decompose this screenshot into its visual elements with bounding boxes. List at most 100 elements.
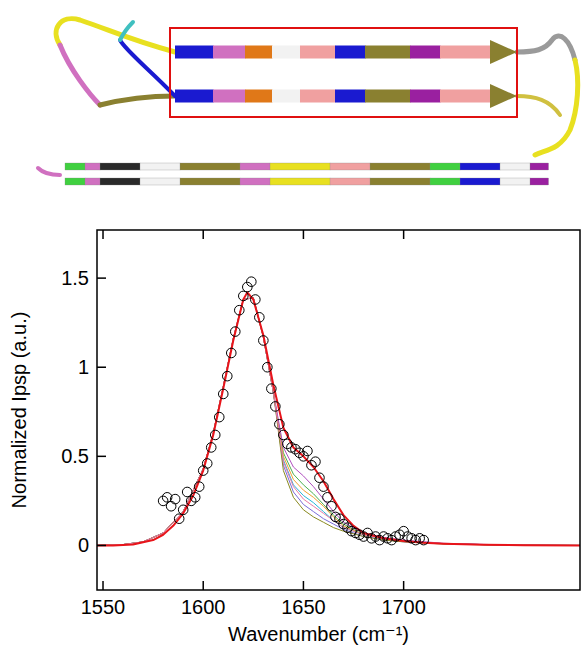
lower-strand-segment xyxy=(460,163,501,170)
lower-strand-segment xyxy=(460,178,501,185)
y-tick xyxy=(97,456,106,458)
x-tick xyxy=(403,230,405,239)
data-point xyxy=(166,501,176,511)
lower-strand-segment xyxy=(430,163,461,170)
y-axis-title: Normalized Ipsp (a.u.) xyxy=(8,312,30,509)
data-point xyxy=(307,460,317,470)
data-point xyxy=(234,305,244,315)
y-tick-label: 0.5 xyxy=(61,445,89,467)
lower-strand-segment xyxy=(330,178,371,185)
data-point xyxy=(198,466,208,476)
strand-segment xyxy=(335,90,366,103)
lower-strand-segment xyxy=(270,163,331,170)
strand-segment xyxy=(300,90,336,103)
strand-segment xyxy=(272,90,301,103)
data-point xyxy=(291,444,301,454)
plot-frame xyxy=(97,230,580,590)
lower-strand-segment xyxy=(140,178,181,185)
strand-segment xyxy=(175,46,214,59)
data-point xyxy=(271,402,281,412)
highlight-box xyxy=(170,28,517,117)
protein-diagram xyxy=(38,19,578,185)
data-point xyxy=(226,348,236,358)
data-point xyxy=(210,430,220,440)
y-tick-label: 0 xyxy=(78,534,89,556)
data-point xyxy=(251,295,261,305)
lower-strand-segment xyxy=(65,178,86,185)
strand-segment xyxy=(245,90,273,103)
lower-strand-segment xyxy=(370,178,431,185)
lower-strand-segment xyxy=(530,163,549,170)
data-point xyxy=(279,430,289,440)
y-tick-label: 1.5 xyxy=(61,267,89,289)
x-tick-label: 1600 xyxy=(181,596,226,618)
data-point xyxy=(214,412,224,422)
lower-strand-segment xyxy=(370,163,431,170)
strand-segment xyxy=(245,46,273,59)
x-tick xyxy=(303,581,305,590)
loop xyxy=(100,96,175,105)
data-point xyxy=(218,389,228,399)
lower-strand-segment xyxy=(330,163,371,170)
data-point xyxy=(311,457,321,467)
data-point xyxy=(170,494,180,504)
data-point xyxy=(194,482,204,492)
data-point xyxy=(259,336,269,346)
strand-segment xyxy=(440,90,491,103)
spectrum-line xyxy=(97,292,580,545)
lower-strand-segment xyxy=(65,163,86,170)
data-point xyxy=(186,496,196,506)
data-point xyxy=(303,446,313,456)
data-point xyxy=(174,514,184,524)
lower-strand-segment xyxy=(240,163,271,170)
lower-strand-segment xyxy=(530,178,549,185)
data-point xyxy=(275,419,285,429)
data-point xyxy=(222,371,232,381)
lower-strand-segment xyxy=(180,178,241,185)
strand-segment xyxy=(440,46,491,59)
y-tick xyxy=(97,545,106,547)
y-tick xyxy=(97,366,106,368)
data-point xyxy=(178,505,188,515)
lower-strand-segment xyxy=(140,163,181,170)
x-tick xyxy=(102,230,104,239)
y-tick xyxy=(97,277,106,279)
lower-strand-segment xyxy=(100,178,141,185)
loop xyxy=(120,22,133,40)
strand-segment xyxy=(175,90,214,103)
x-tick-label: 1550 xyxy=(81,596,126,618)
x-tick xyxy=(403,581,405,590)
lower-strand-segment xyxy=(100,163,141,170)
data-point xyxy=(247,277,257,287)
strand-segment xyxy=(410,46,441,59)
strand-segment xyxy=(335,46,366,59)
strand-segment xyxy=(272,46,301,59)
x-tick xyxy=(202,230,204,239)
data-point xyxy=(202,459,212,469)
strand-segment xyxy=(213,46,246,59)
data-point xyxy=(339,519,349,529)
data-point xyxy=(323,493,333,503)
data-point xyxy=(230,327,240,337)
x-tick xyxy=(202,581,204,590)
x-tick-label: 1700 xyxy=(381,596,426,618)
lower-strand-segment xyxy=(180,163,241,170)
data-point xyxy=(315,473,325,483)
lower-strand-segment xyxy=(500,178,531,185)
loop xyxy=(60,45,100,105)
lower-strand-segment xyxy=(85,163,101,170)
strand-arrowhead xyxy=(490,40,517,64)
loop xyxy=(517,96,560,115)
data-point xyxy=(239,291,249,301)
strand-segment xyxy=(410,90,441,103)
strand-segment xyxy=(213,90,246,103)
data-point xyxy=(419,535,429,545)
loop xyxy=(120,40,175,96)
lower-strand-segment xyxy=(240,178,271,185)
x-tick xyxy=(303,230,305,239)
strand-segment xyxy=(365,46,411,59)
data-point xyxy=(255,313,265,323)
strand-segment xyxy=(365,90,411,103)
data-point xyxy=(267,384,277,394)
plot-marks xyxy=(97,277,580,546)
